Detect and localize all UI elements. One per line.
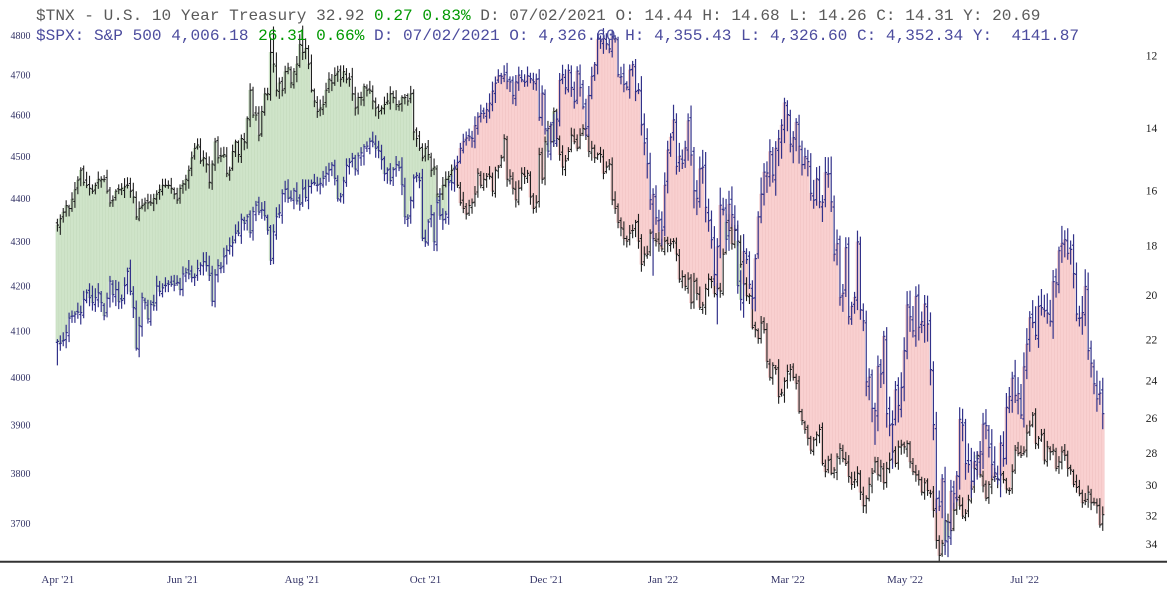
svg-text:4200: 4200 xyxy=(11,281,31,292)
svg-text:28: 28 xyxy=(1146,448,1158,460)
svg-text:Jan '22: Jan '22 xyxy=(648,574,678,586)
svg-text:3800: 3800 xyxy=(11,469,31,480)
svg-text:24: 24 xyxy=(1146,376,1158,388)
svg-text:26: 26 xyxy=(1146,413,1158,425)
svg-text:Oct '21: Oct '21 xyxy=(410,574,442,586)
svg-text:3700: 3700 xyxy=(11,519,31,530)
svg-text:4400: 4400 xyxy=(11,194,31,205)
svg-text:Jun '21: Jun '21 xyxy=(167,574,198,586)
svg-text:May '22: May '22 xyxy=(887,574,923,586)
svg-text:4700: 4700 xyxy=(11,70,31,81)
svg-text:Apr '21: Apr '21 xyxy=(41,574,74,586)
svg-text:Aug '21: Aug '21 xyxy=(285,574,320,586)
svg-text:22: 22 xyxy=(1146,335,1158,347)
svg-text:$SPX: S&P 500 4,006.18 26.31 0: $SPX: S&P 500 4,006.18 26.31 0.66% D: 07… xyxy=(36,27,1079,45)
svg-text:Dec '21: Dec '21 xyxy=(530,574,563,586)
svg-text:12: 12 xyxy=(1146,51,1158,63)
svg-text:4600: 4600 xyxy=(11,111,31,122)
svg-text:4300: 4300 xyxy=(11,237,31,248)
svg-text:20: 20 xyxy=(1146,290,1158,302)
svg-text:4000: 4000 xyxy=(11,373,31,384)
svg-text:34: 34 xyxy=(1146,539,1158,551)
svg-text:Mar '22: Mar '22 xyxy=(771,574,805,586)
svg-text:4800: 4800 xyxy=(11,31,31,42)
svg-text:14: 14 xyxy=(1146,123,1158,135)
svg-text:18: 18 xyxy=(1146,241,1158,253)
svg-text:$TNX - U.S. 10 Year Treasury 3: $TNX - U.S. 10 Year Treasury 32.92 0.27 … xyxy=(36,7,1040,25)
svg-text:3900: 3900 xyxy=(11,420,31,431)
svg-text:4500: 4500 xyxy=(11,152,31,163)
svg-text:30: 30 xyxy=(1146,480,1158,492)
svg-text:Jul '22: Jul '22 xyxy=(1010,574,1039,586)
svg-text:16: 16 xyxy=(1146,185,1158,197)
svg-text:32: 32 xyxy=(1146,510,1158,522)
svg-text:4100: 4100 xyxy=(11,327,31,338)
